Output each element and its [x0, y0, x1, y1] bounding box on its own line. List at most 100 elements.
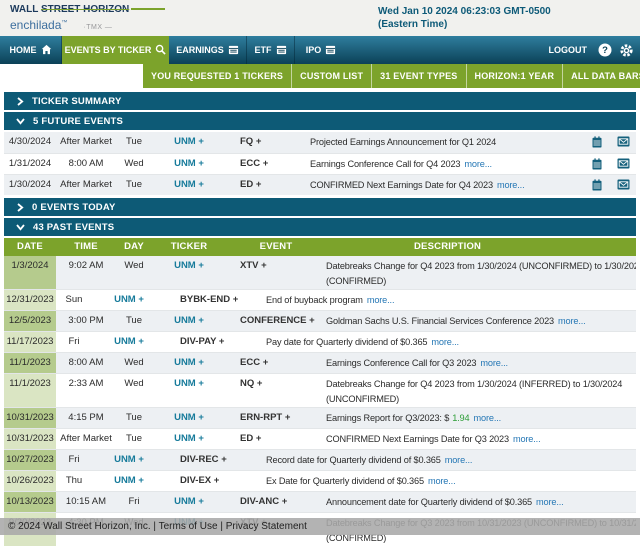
page-footer: © 2024 Wall Street Horizon, Inc. | Terms… [0, 518, 640, 535]
ticker-link[interactable]: UNM + [174, 179, 204, 190]
brand-logo[interactable]: WALL STREET HORIZON enchilada™·TMX — [10, 4, 166, 35]
description-line2: (UNCONFIRMED) [326, 394, 400, 404]
email-alert-icon[interactable] [610, 132, 636, 147]
ticker-link[interactable]: UNM + [174, 260, 204, 271]
event-day: Sun [65, 294, 83, 305]
svg-text:?: ? [602, 45, 608, 56]
event-type-link[interactable]: NQ + [240, 378, 263, 389]
more-link[interactable]: more... [473, 413, 502, 423]
home-icon [41, 44, 52, 57]
privacy-statement-link[interactable]: Privacy Statement [225, 521, 307, 532]
ticker-link[interactable]: UNM + [174, 158, 204, 169]
nav-events-by-ticker[interactable]: EVENTS BY TICKER [62, 36, 169, 64]
event-date: 1/3/2024 [4, 256, 56, 289]
add-to-calendar-icon[interactable] [584, 154, 610, 170]
event-type-link[interactable]: FQ + [240, 136, 262, 147]
event-type-link[interactable]: ED + [240, 179, 262, 190]
email-alert-icon[interactable] [610, 175, 636, 190]
filter-event-types[interactable]: 31 EVENT TYPES [372, 64, 467, 88]
add-to-calendar-icon[interactable] [584, 175, 610, 191]
filter-requested-tickers[interactable]: YOU REQUESTED 1 TICKERS [143, 64, 293, 88]
ticker-link[interactable]: UNM + [174, 378, 204, 389]
ticker-link[interactable]: UNM + [114, 454, 144, 465]
event-day: Wed [124, 158, 144, 169]
terms-of-use-link[interactable]: Terms of Use [158, 521, 218, 532]
event-description: Ex Date for Quarterly dividend of $0.365… [266, 476, 456, 486]
nav-home[interactable]: HOME [0, 36, 62, 64]
eps-value: 1.94 [452, 413, 470, 423]
ticker-link[interactable]: UNM + [174, 136, 204, 147]
ticker-link[interactable]: UNM + [174, 433, 204, 444]
column-header-time: TIME [74, 241, 98, 252]
section-events-today[interactable]: 0 EVENTS TODAY [4, 198, 636, 216]
expand-plus: + [221, 454, 227, 465]
expand-plus: + [262, 158, 269, 169]
event-date: 1/30/2024 [8, 179, 52, 190]
expand-plus: + [198, 136, 204, 147]
column-header-day: DAY [124, 241, 144, 252]
event-day: Wed [124, 260, 144, 271]
more-link[interactable]: more... [480, 358, 508, 368]
settings-gear-icon[interactable] [619, 43, 634, 58]
ticker-link[interactable]: UNM + [174, 315, 204, 326]
event-description: End of buyback program more... [266, 295, 395, 305]
event-type-link[interactable]: BYBK-END + [180, 294, 239, 305]
ticker-link[interactable]: UNM + [174, 357, 204, 368]
ticker-link[interactable]: UNM + [114, 475, 144, 486]
past-event-row: 10/26/2023 Thu UNM + DIV-EX + Ex Date fo… [4, 470, 636, 491]
nav-earnings[interactable]: EARNINGS [169, 36, 247, 64]
event-type-link[interactable]: DIV-EX + [180, 475, 220, 486]
event-date: 10/31/2023 [4, 408, 56, 428]
event-description: Earnings Conference Call for Q4 2023 more… [310, 159, 492, 169]
description-line2: (CONFIRMED) [326, 276, 387, 286]
more-link[interactable]: more... [427, 476, 456, 486]
expand-plus: + [198, 179, 204, 190]
section-past-events[interactable]: 43 PAST EVENTS [4, 218, 636, 236]
filter-data-bars[interactable]: ALL DATA BARS [571, 71, 640, 81]
event-time: 8:00 AM [68, 357, 104, 368]
event-type-link[interactable]: XTV + [240, 260, 267, 271]
more-link[interactable]: more... [557, 316, 586, 326]
event-type-link[interactable]: ECC + [240, 158, 269, 169]
past-event-row: 10/27/2023 Fri UNM + DIV-REC + Record da… [4, 449, 636, 470]
more-link[interactable]: more... [431, 337, 459, 347]
event-type-link[interactable]: DIV-ANC + [240, 496, 288, 507]
event-date: 11/1/2023 [4, 374, 56, 407]
add-to-calendar-icon[interactable] [584, 132, 610, 148]
more-link[interactable]: more... [536, 497, 564, 507]
help-icon[interactable]: ? [598, 43, 612, 57]
calendar-icon [276, 44, 287, 57]
event-type-link[interactable]: ECC + [240, 357, 269, 368]
nav-ipo[interactable]: IPO [295, 36, 347, 64]
ticker-link[interactable]: UNM + [174, 496, 204, 507]
event-date: 1/31/2024 [8, 158, 52, 169]
more-link[interactable]: more... [464, 159, 492, 169]
event-date: 10/31/2023 [4, 429, 56, 449]
more-link[interactable]: more... [512, 434, 541, 444]
ticker-link[interactable]: UNM + [114, 294, 144, 305]
filter-horizon[interactable]: HORIZON:1 YEAR [467, 64, 564, 88]
event-date: 10/13/2023 [4, 492, 56, 512]
section-ticker-summary[interactable]: TICKER SUMMARY [4, 92, 636, 110]
section-future-events[interactable]: 5 FUTURE EVENTS [4, 112, 636, 130]
chevron-down-icon [16, 117, 25, 125]
event-type-link[interactable]: CONFERENCE + [240, 315, 315, 326]
event-day: Fri [68, 336, 80, 347]
ticker-link[interactable]: UNM + [114, 336, 144, 347]
event-type-link[interactable]: DIV-REC + [180, 454, 227, 465]
event-type-link[interactable]: ERN-RPT + [240, 412, 291, 423]
event-day: Wed [124, 378, 144, 389]
email-alert-icon[interactable] [610, 154, 636, 169]
ticker-link[interactable]: UNM + [174, 412, 204, 423]
more-link[interactable]: more... [444, 455, 473, 465]
past-event-row: 10/31/2023 4:15 PM Tue UNM + ERN-RPT + E… [4, 407, 636, 428]
more-link[interactable]: more... [366, 295, 395, 305]
nav-etf[interactable]: ETF [247, 36, 295, 64]
filter-custom-list[interactable]: CUSTOM LIST [292, 64, 373, 88]
more-link[interactable]: more... [496, 180, 525, 190]
expand-plus: + [138, 475, 144, 486]
event-type-link[interactable]: DIV-PAY + [180, 336, 225, 347]
logout-button[interactable]: LOGOUT [548, 45, 588, 55]
event-type-link[interactable]: ED + [240, 433, 262, 444]
copyright-text: © 2024 Wall Street Horizon, Inc. [8, 521, 151, 532]
